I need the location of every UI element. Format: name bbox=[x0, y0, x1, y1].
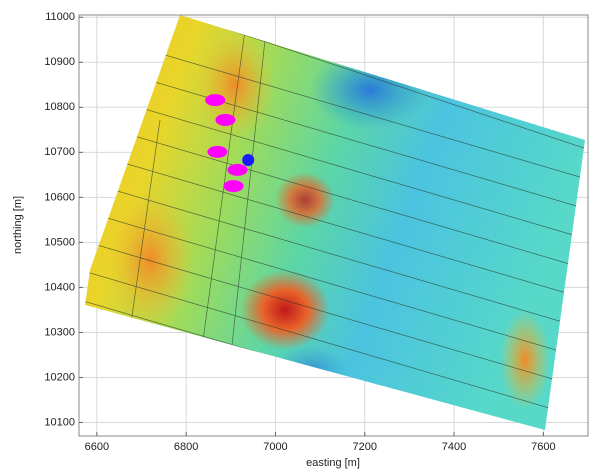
x-tick-label: 6600 bbox=[85, 441, 109, 453]
y-tick-label: 10400 bbox=[44, 281, 75, 293]
x-tick-label: 7400 bbox=[442, 441, 466, 453]
marker bbox=[242, 154, 254, 166]
x-axis-label: easting [m] bbox=[306, 457, 360, 469]
y-axis-label: northing [m] bbox=[12, 196, 24, 254]
marker bbox=[205, 94, 225, 106]
marker bbox=[223, 180, 243, 192]
y-tick-label: 10300 bbox=[44, 326, 75, 338]
y-tick-label: 10200 bbox=[44, 371, 75, 383]
marker bbox=[207, 146, 227, 158]
x-tick-label: 6800 bbox=[174, 441, 198, 453]
marker bbox=[215, 114, 235, 126]
x-tick-label: 7200 bbox=[353, 441, 377, 453]
marker bbox=[228, 164, 248, 176]
x-tick-label: 7000 bbox=[263, 441, 287, 453]
bathymetry-surface bbox=[79, 0, 590, 450]
y-tick-label: 10100 bbox=[44, 416, 75, 428]
y-tick-label: 10600 bbox=[44, 191, 75, 203]
chart: easting [m] northing [m] 6600 6800 7000 720… bbox=[0, 0, 595, 471]
y-tick-label: 11000 bbox=[45, 11, 75, 23]
x-tick-label: 7600 bbox=[531, 441, 555, 453]
y-tick-label: 10700 bbox=[44, 146, 75, 158]
y-tick-label: 10500 bbox=[44, 236, 75, 248]
y-tick-label: 10900 bbox=[44, 56, 75, 68]
y-tick-label: 10800 bbox=[44, 101, 75, 113]
